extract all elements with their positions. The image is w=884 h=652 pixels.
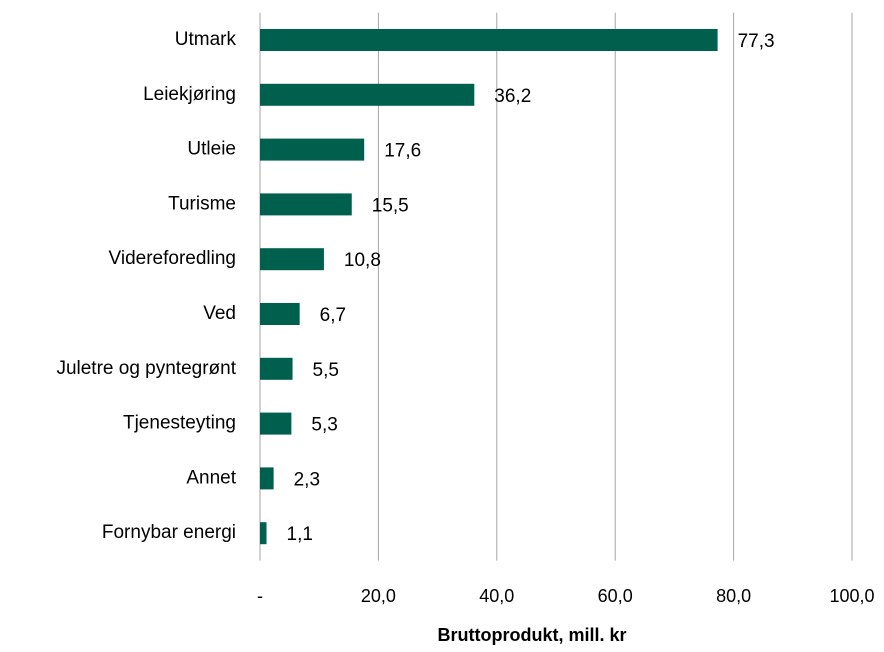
bar	[260, 83, 475, 106]
y-tick-label: Videreforedling	[109, 248, 236, 269]
y-tick-label: Juletre og pyntegrønt	[56, 358, 236, 379]
y-tick-label: Leiekjøring	[143, 84, 236, 105]
value-label: 1,1	[287, 524, 313, 545]
y-tick-label: Utleie	[187, 139, 236, 160]
bar	[260, 248, 324, 271]
bar	[260, 412, 292, 435]
bar	[260, 303, 300, 325]
y-tick-label: Utmark	[175, 29, 237, 50]
value-label: 15,5	[372, 195, 409, 216]
value-label: 77,3	[738, 31, 775, 52]
y-tick-label: Turisme	[168, 193, 236, 214]
bar	[260, 357, 293, 380]
y-tick-label: Annet	[186, 467, 236, 488]
bar	[260, 138, 365, 161]
y-tick-label: Fornybar energi	[102, 522, 236, 543]
value-label: 6,7	[320, 305, 346, 326]
bar	[260, 522, 267, 545]
x-tick-label: 20,0	[361, 586, 396, 606]
value-label: 5,5	[313, 360, 339, 381]
x-tick-label: 40,0	[479, 586, 514, 606]
x-tick-label: 80,0	[716, 586, 751, 606]
bar	[260, 467, 274, 490]
x-axis-title: Bruttoprodukt, mill. kr	[438, 625, 627, 645]
bar	[260, 193, 352, 216]
value-label: 17,6	[384, 141, 421, 162]
x-tick-label: -	[257, 586, 263, 606]
value-label: 10,8	[344, 250, 381, 271]
x-tick-label: 60,0	[598, 586, 633, 606]
value-label: 36,2	[494, 86, 531, 107]
bar	[260, 29, 718, 51]
value-label: 5,3	[311, 415, 337, 436]
y-tick-label: Ved	[203, 303, 236, 324]
y-tick-label: Tjenesteyting	[123, 413, 236, 434]
value-label: 2,3	[294, 469, 320, 490]
x-tick-label: 100,0	[829, 586, 874, 606]
